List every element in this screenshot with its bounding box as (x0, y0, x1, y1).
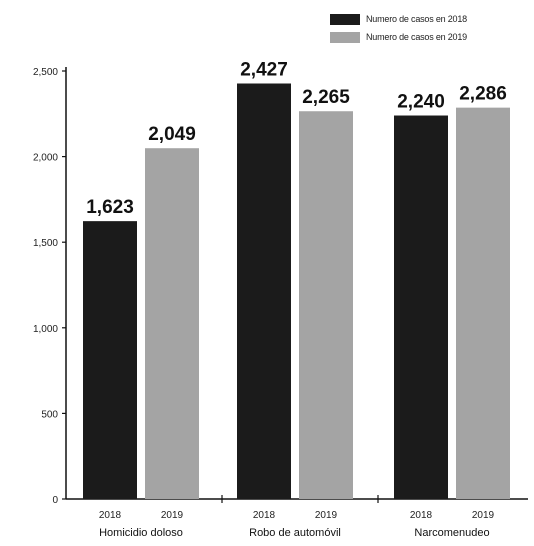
bar (83, 221, 137, 499)
legend: Numero de casos en 2018 Numero de casos … (330, 10, 467, 46)
bar-value-label: 2,265 (302, 87, 350, 108)
x-tick-label: 2019 (315, 510, 338, 521)
y-tick-label: 0 (52, 495, 58, 506)
legend-label-2018: Numero de casos en 2018 (366, 14, 467, 24)
bar-value-label: 2,240 (397, 92, 445, 113)
legend-label-2019: Numero de casos en 2019 (366, 32, 467, 42)
x-tick-label: 2019 (161, 510, 184, 521)
y-tick-label: 2,500 (33, 67, 58, 78)
x-tick-label: 2018 (99, 510, 122, 521)
bar-value-label: 2,286 (459, 84, 507, 105)
legend-swatch-2018 (330, 13, 360, 25)
bar (299, 111, 353, 500)
bar-value-label: 2,049 (148, 124, 196, 145)
bar (237, 83, 291, 500)
x-tick-label: 2018 (410, 510, 433, 521)
legend-swatch-2019 (330, 31, 360, 43)
bar (456, 107, 510, 499)
y-tick-label: 1,500 (33, 238, 58, 249)
legend-item-2019: Numero de casos en 2019 (330, 28, 467, 46)
y-tick-label: 2,000 (33, 153, 58, 164)
x-category-label: Homicidio doloso (99, 527, 183, 539)
x-tick-label: 2018 (253, 510, 276, 521)
bar (145, 148, 199, 500)
bar-value-label: 2,427 (240, 59, 288, 80)
x-category-label: Narcomenudeo (414, 527, 489, 539)
y-tick-label: 500 (41, 409, 58, 420)
bar (394, 115, 448, 500)
bar-value-label: 1,623 (86, 197, 134, 218)
x-tick-label: 2019 (472, 510, 495, 521)
x-category-label: Robo de automóvil (249, 527, 341, 539)
y-tick-label: 1,000 (33, 324, 58, 335)
legend-item-2018: Numero de casos en 2018 (330, 10, 467, 28)
